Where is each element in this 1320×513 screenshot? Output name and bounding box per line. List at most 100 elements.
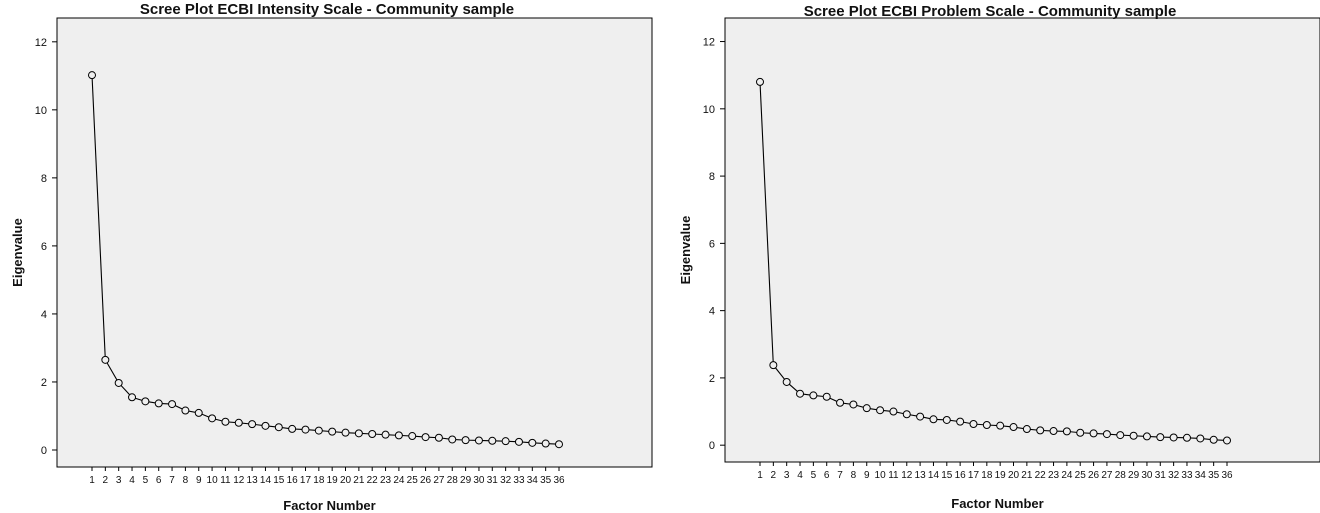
x-tick-label: 22 [1035,470,1047,481]
x-tick-label: 15 [941,470,953,481]
chart-title: Scree Plot ECBI Intensity Scale - Commun… [140,1,514,18]
x-tick-label: 28 [1115,470,1127,481]
chart-title: Scree Plot ECBI Problem Scale - Communit… [804,3,1177,20]
data-point [1062,427,1071,436]
x-tick-label: 9 [196,475,202,486]
x-tick-label: 29 [1128,470,1140,481]
y-tick-label: 2 [41,377,47,389]
data-point [889,407,898,416]
x-tick-label: 32 [500,475,512,486]
data-point [1049,427,1058,436]
x-tick-label: 36 [1221,470,1233,481]
y-axis-label: Eigenvalue [10,218,25,287]
data-point [982,421,991,429]
data-point [902,410,911,419]
x-tick-label: 20 [1008,470,1020,481]
data-point [194,408,203,417]
data-point [114,378,123,387]
data-point [796,389,805,398]
x-tick-label: 13 [915,470,927,481]
x-tick-label: 22 [367,475,379,486]
data-point [1169,433,1178,442]
data-point [448,435,457,444]
y-tick-label: 2 [709,373,715,385]
x-tick-label: 8 [183,475,189,486]
data-point [1196,434,1205,443]
data-point [1102,430,1111,439]
data-point [1089,429,1098,438]
x-tick-label: 23 [380,475,392,486]
x-tick-label: 9 [864,470,870,481]
data-point [234,418,243,427]
data-point [836,398,845,407]
data-point [354,429,363,438]
plot-area [724,17,1320,463]
data-point [181,406,190,415]
x-tick-label: 21 [353,475,365,486]
data-point [809,391,818,400]
x-tick-label: 35 [1208,470,1220,481]
y-tick-label: 0 [709,440,715,452]
x-tick-label: 26 [420,475,432,486]
x-tick-label: 21 [1021,470,1033,481]
data-point [769,361,778,370]
data-point [541,439,550,448]
y-tick-label: 0 [41,445,47,457]
data-point [154,399,163,408]
x-tick-label: 8 [851,470,857,481]
x-tick-label: 11 [888,470,899,481]
data-point [822,392,831,401]
x-tick-label: 18 [981,470,993,481]
data-point [288,424,297,433]
data-point [1142,432,1151,441]
x-tick-label: 27 [1101,470,1113,481]
x-tick-label: 3 [784,470,790,481]
y-tick-label: 6 [709,238,715,250]
data-point [141,397,150,406]
data-point [1036,426,1045,435]
y-tick-label: 12 [703,37,715,49]
x-tick-label: 14 [260,475,272,486]
data-point [434,433,443,442]
x-tick-label: 5 [143,475,149,486]
x-tick-label: 27 [433,475,445,486]
y-tick-label: 8 [709,171,715,183]
x-tick-label: 16 [287,475,299,486]
x-tick-label: 11 [220,475,231,486]
data-point [528,438,537,447]
data-point [1129,431,1138,440]
data-point [461,436,470,445]
y-axis-label: Eigenvalue [678,216,693,285]
data-point [474,436,483,445]
data-point [248,420,257,429]
x-tick-label: 16 [955,470,967,481]
x-tick-label: 1 [757,470,763,481]
x-tick-label: 34 [527,475,539,486]
x-tick-label: 4 [797,470,803,481]
data-point [261,421,270,430]
data-point [1223,436,1231,445]
data-point [1009,423,1018,432]
data-point [88,71,96,80]
data-point [1209,435,1218,444]
x-tick-label: 10 [875,470,887,481]
y-tick-label: 8 [41,173,47,185]
x-tick-label: 19 [327,475,339,486]
data-point [221,417,230,426]
x-tick-label: 30 [1141,470,1153,481]
data-point [421,433,430,442]
x-tick-label: 14 [928,470,940,481]
data-point [969,419,978,428]
data-point [996,421,1005,430]
y-tick-label: 4 [41,309,47,321]
x-tick-label: 31 [487,475,499,486]
y-tick-label: 4 [709,306,715,318]
x-tick-label: 17 [300,475,312,486]
data-point [394,431,403,440]
x-tick-label: 25 [407,475,419,486]
data-point [1022,425,1031,434]
x-tick-label: 24 [393,475,405,486]
data-point [756,77,764,86]
x-tick-label: 10 [207,475,219,486]
data-point [956,417,965,426]
